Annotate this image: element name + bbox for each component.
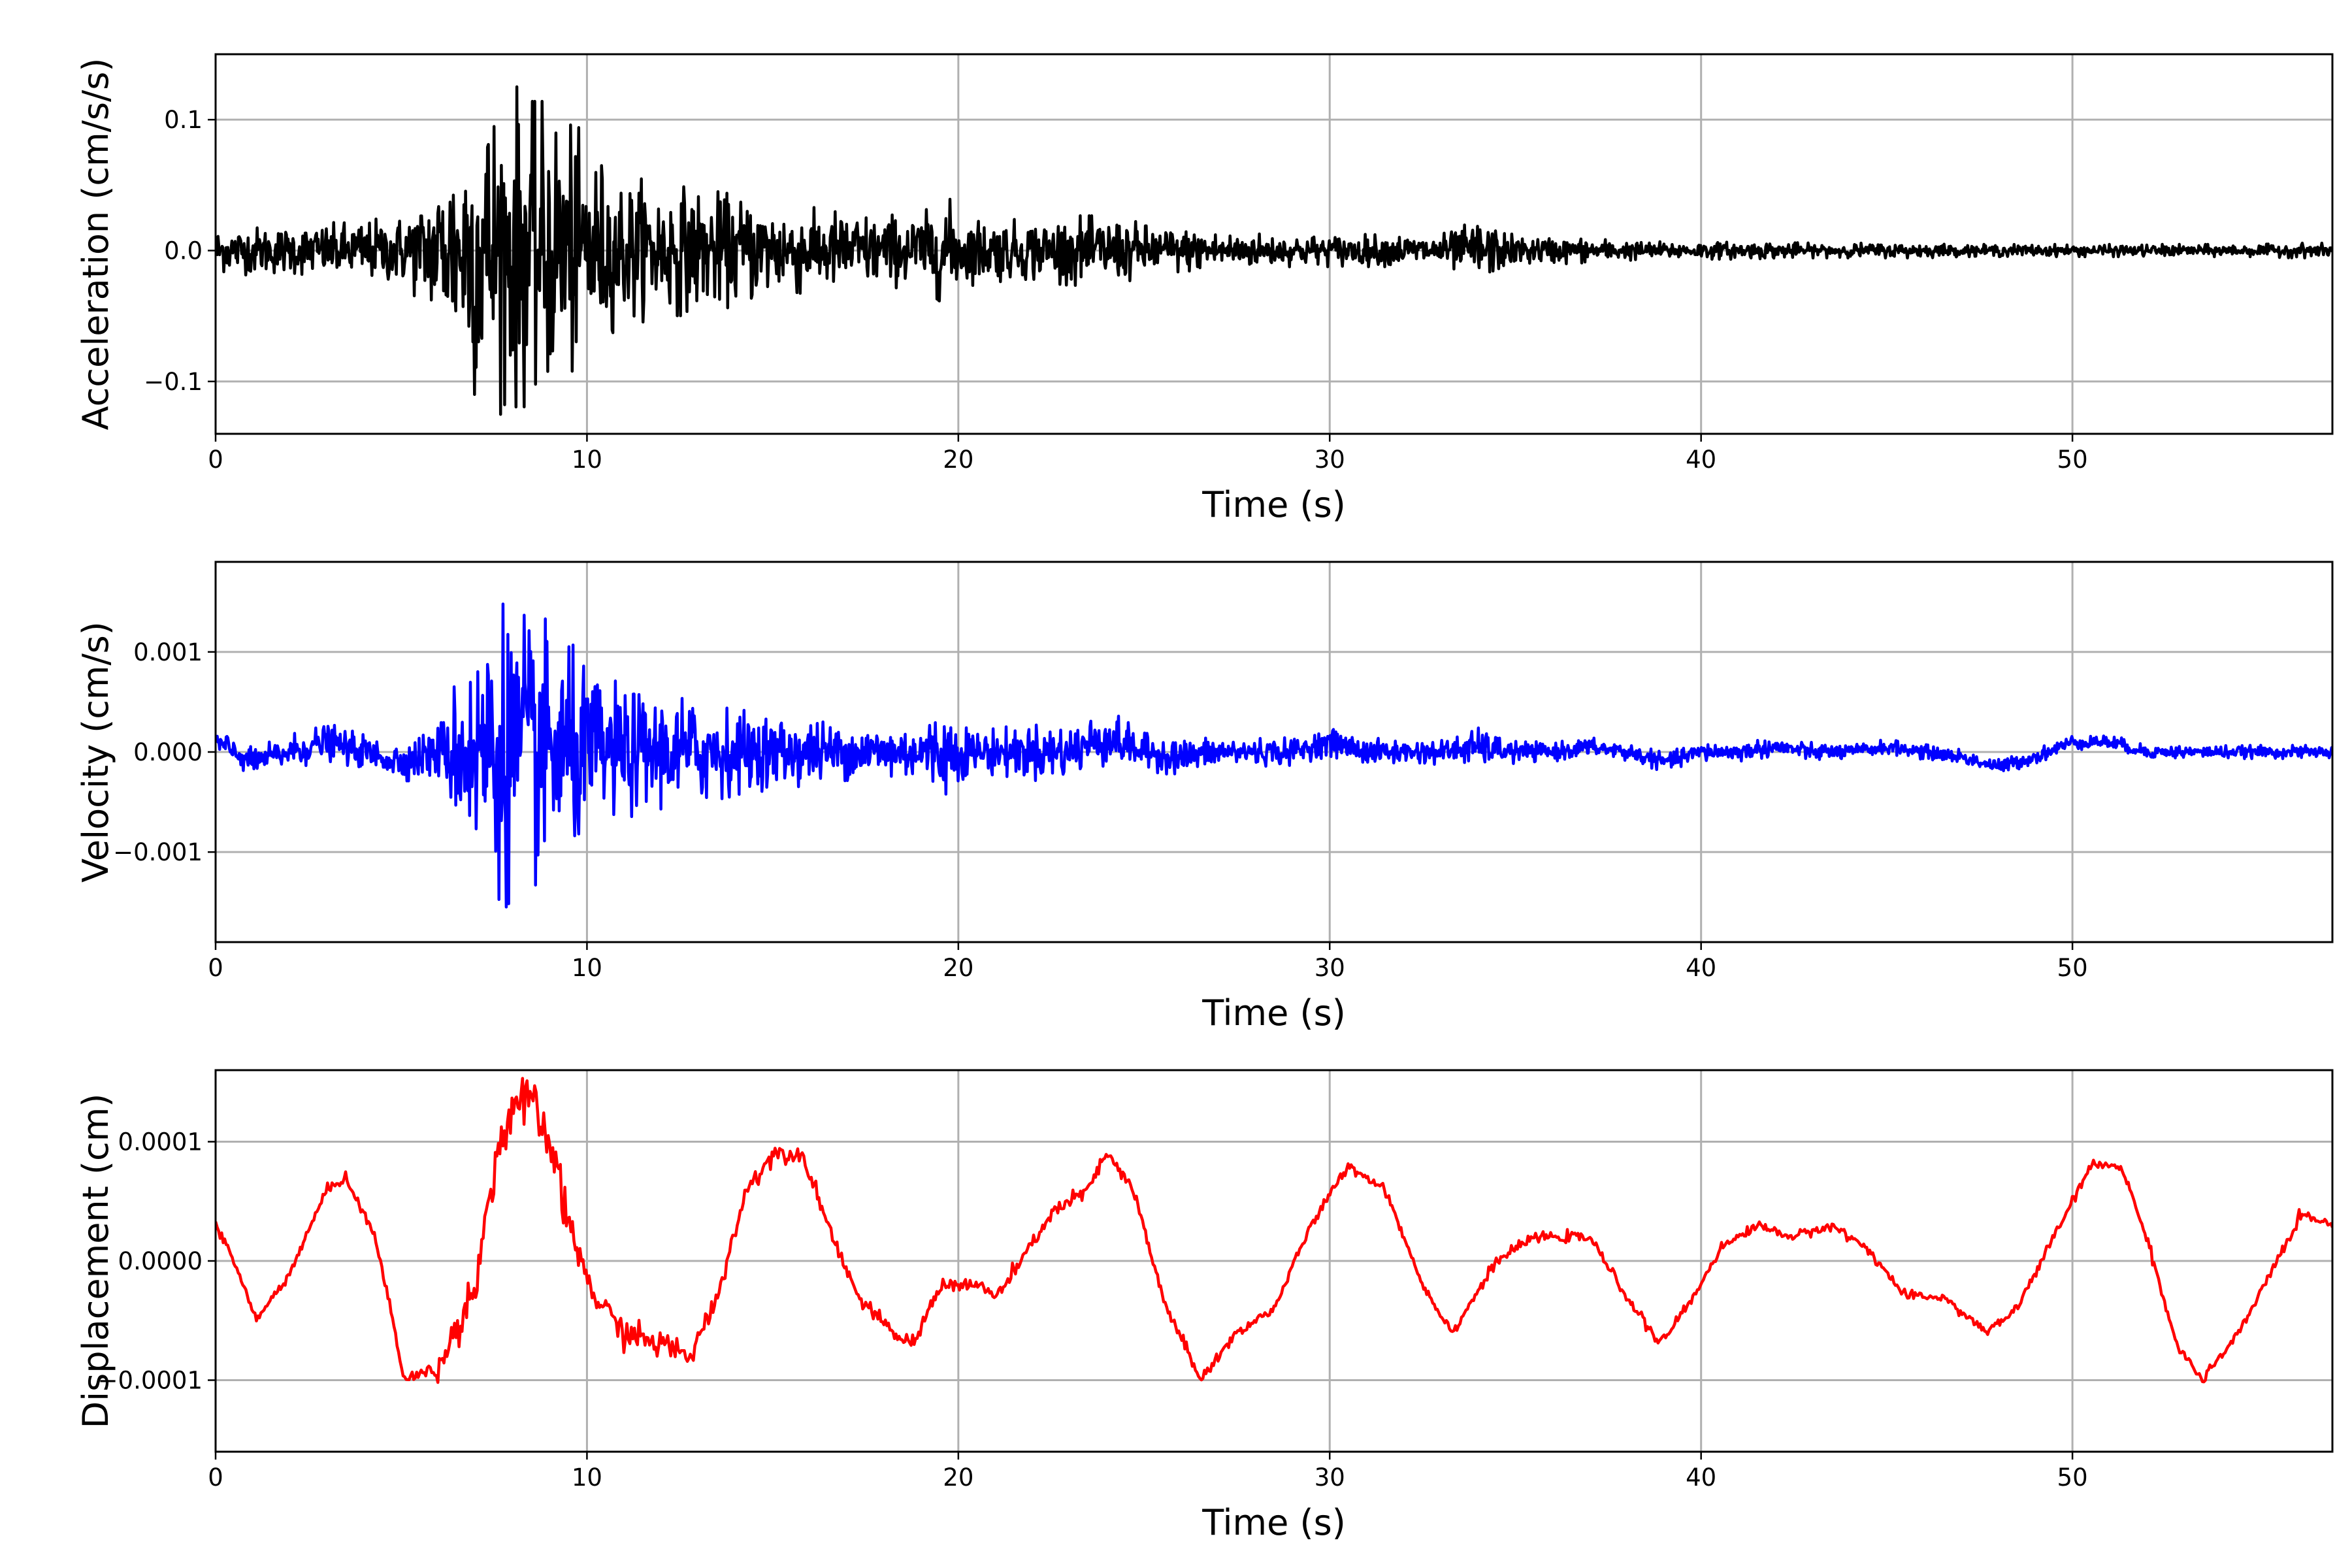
displacement-x-axis-label: Time (s)	[1201, 1502, 1346, 1543]
velocity-series-line	[216, 602, 2332, 909]
acceleration-xtick-label: 30	[1315, 446, 1345, 474]
displacement-xtick-label: 30	[1315, 1463, 1345, 1492]
displacement-ytick-label: −0.0001	[98, 1367, 203, 1395]
velocity-xtick-label: 40	[1686, 954, 1716, 982]
displacement-ytick-label: 0.0000	[118, 1247, 203, 1275]
displacement-xtick-label: 50	[2057, 1463, 2088, 1492]
velocity-ytick-label: −0.001	[113, 838, 203, 866]
displacement-xtick-label: 20	[943, 1463, 973, 1492]
acceleration-xtick-label: 20	[943, 446, 973, 474]
velocity-x-axis-label: Time (s)	[1201, 992, 1346, 1034]
velocity-xtick-label: 0	[208, 954, 223, 982]
acceleration-axes-frame	[214, 53, 2334, 435]
velocity-ytick-label: 0.001	[133, 638, 203, 666]
acceleration-series-line	[216, 85, 2332, 416]
displacement-y-axis-label: Displacement (cm)	[75, 1094, 116, 1429]
acceleration-xtick-label: 10	[572, 446, 602, 474]
acceleration-ytick-label: 0.0	[164, 237, 203, 265]
velocity-xtick-label: 50	[2057, 954, 2088, 982]
acceleration-xtick-label: 50	[2057, 446, 2088, 474]
acceleration-ytick-label: 0.1	[164, 106, 203, 134]
displacement-ytick-label: 0.0001	[118, 1128, 203, 1156]
acceleration-xtick-label: 40	[1686, 446, 1716, 474]
displacement-xtick-label: 0	[208, 1463, 223, 1492]
acceleration-xtick-label: 0	[208, 446, 223, 474]
acceleration-y-axis-label: Acceleration (cm/s/s)	[75, 58, 116, 431]
velocity-y-axis-label: Velocity (cm/s)	[75, 621, 116, 883]
velocity-xtick-label: 30	[1315, 954, 1345, 982]
acceleration-x-axis-label: Time (s)	[1201, 484, 1346, 525]
acceleration-ytick-label: −0.1	[144, 368, 203, 396]
velocity-xtick-label: 20	[943, 954, 973, 982]
displacement-xtick-label: 10	[572, 1463, 602, 1492]
velocity-panel: 0 10 20 30 40 50 −0.001 0.000 0.001 Time (s) Veloc…	[75, 561, 2334, 1034]
velocity-xtick-label: 10	[572, 954, 602, 982]
displacement-panel: 0 10 20 30 40 50 −0.0001 0.0000 0.0001 Time (s) Di…	[75, 1069, 2334, 1543]
velocity-ytick-label: 0.000	[133, 738, 203, 766]
displacement-series-line	[216, 1077, 2332, 1384]
displacement-xtick-label: 40	[1686, 1463, 1716, 1492]
acceleration-panel: 0 10 20 30 40 50 −0.1 0.0 0.1 Time (s) Acceleratio…	[75, 53, 2334, 525]
